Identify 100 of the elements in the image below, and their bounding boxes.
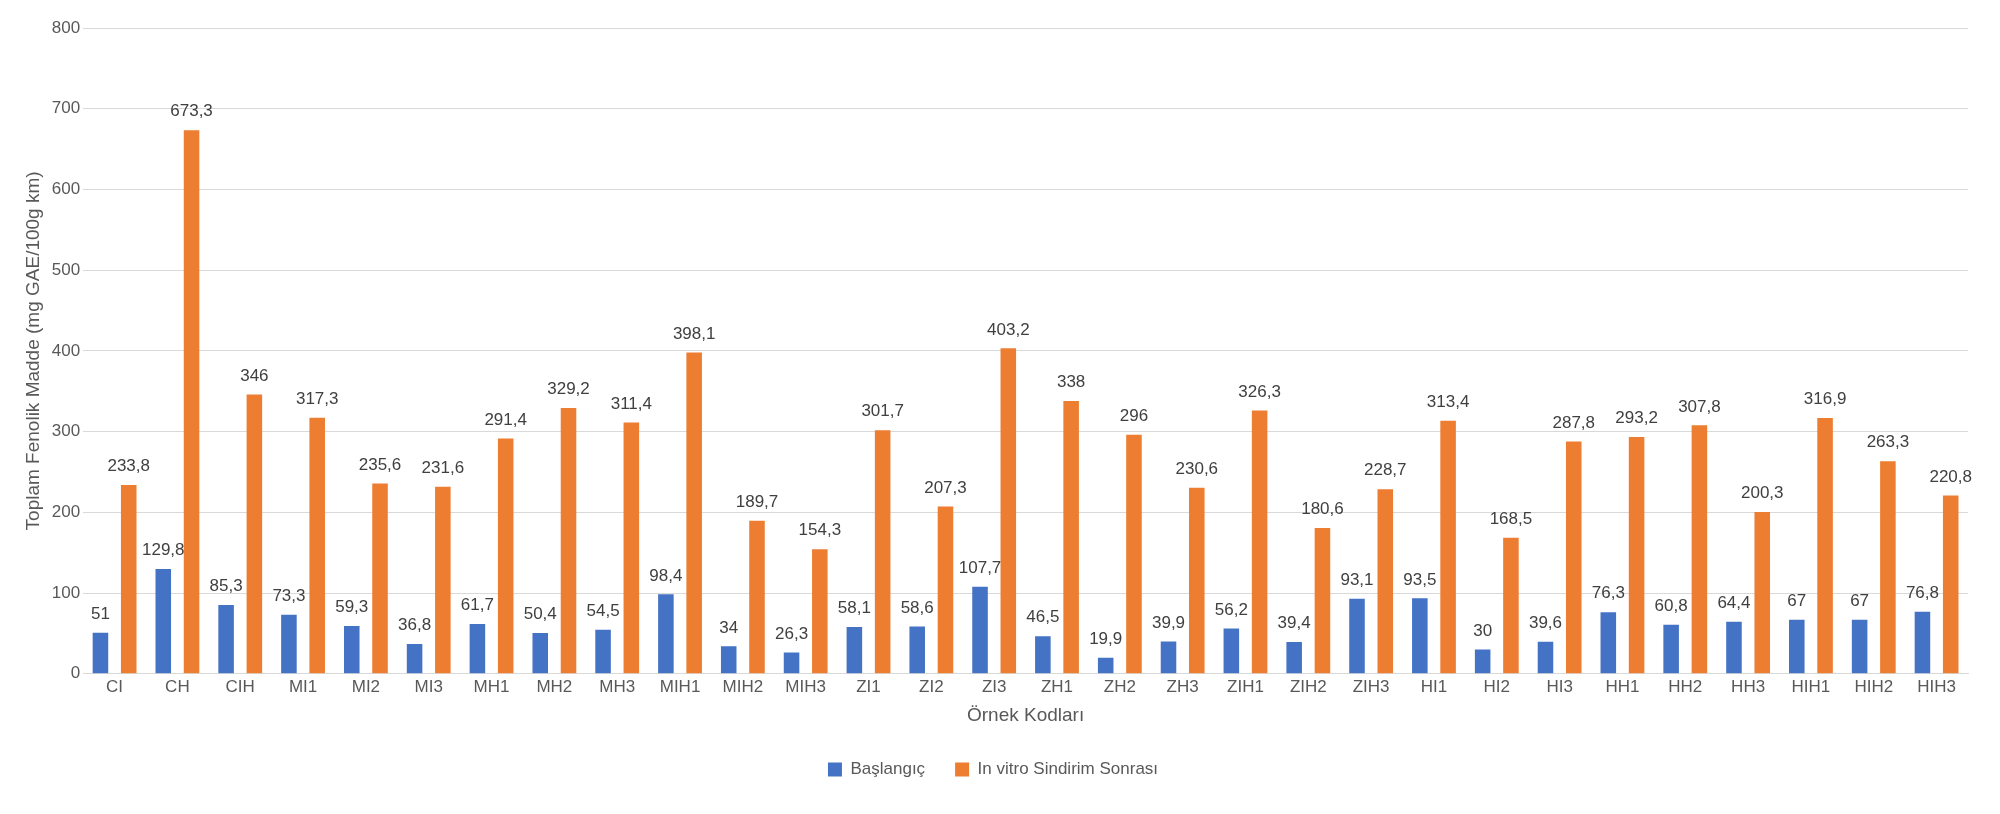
data-label: 51 [90,603,110,623]
bar [246,394,263,674]
data-label: 39,6 [1528,613,1563,633]
data-label: 54,5 [586,600,620,620]
bar [1063,400,1079,674]
bar [720,646,737,674]
bar [846,626,863,674]
bar [1726,621,1742,674]
x-tick-label: ZH1 [1040,676,1074,696]
bar [1817,417,1833,674]
data-label: 154,3 [798,520,842,540]
x-tick-label: ZH2 [1103,676,1136,696]
x-tick-label: MI1 [288,676,318,696]
bar [1035,636,1051,674]
y-tick-label: 300 [51,421,81,441]
y-tick-label: 200 [51,502,81,522]
data-label: 220,8 [1929,466,1972,486]
y-tick-label: 500 [51,259,81,279]
x-tick-label: HH2 [1668,676,1703,696]
bar [1286,641,1302,674]
bar [972,586,988,674]
bar [406,644,423,674]
data-label: 30 [1473,620,1493,640]
x-tick-label: MI2 [351,676,381,696]
data-label: 338 [1056,372,1086,392]
data-label: 93,5 [1403,569,1437,589]
data-label: 403,2 [987,319,1030,339]
data-label: 230,6 [1175,458,1219,478]
bar [469,623,486,674]
bar [343,625,360,674]
x-tick-label: ZI1 [856,676,881,696]
bar [372,483,388,674]
data-label: 263,3 [1866,432,1910,452]
data-label: 180,6 [1301,499,1344,519]
y-tick-label: 100 [51,582,81,602]
data-label: 60,8 [1654,595,1688,615]
bar [1160,641,1177,674]
data-label: 73,3 [272,585,306,605]
x-tick-label: MH2 [536,676,573,696]
legend-label: Başlangıç [850,759,926,779]
data-label: 326,3 [1238,381,1281,401]
bar [1097,657,1114,674]
bar [218,604,234,674]
bar [1628,437,1645,674]
data-label: 291,4 [484,409,527,429]
data-label: 98,4 [649,565,683,585]
bar [92,632,109,674]
y-tick-label: 700 [51,98,81,118]
bar [183,130,200,674]
data-label: 233,8 [107,456,150,476]
bar [120,485,137,674]
data-label: 307,8 [1678,396,1721,416]
data-label: 36,8 [398,615,432,635]
x-tick-label: MIH1 [659,676,701,696]
data-label: 26,3 [775,623,809,643]
y-tick-label: 800 [51,17,81,37]
bar [532,633,549,674]
bar [1600,612,1617,674]
data-label: 228,7 [1364,460,1407,480]
data-label: 129,8 [142,540,185,560]
data-label: 61,7 [460,595,494,615]
data-label: 287,8 [1552,412,1596,432]
data-label: 59,3 [335,597,369,617]
y-axis-title: Toplam Fenolik Madde (mg GAE/100g km) [21,171,43,531]
data-label: 67 [1850,590,1870,610]
bar [1565,441,1582,674]
x-axis-title: Örnek Kodları [966,703,1085,725]
data-label: 39,9 [1151,612,1186,632]
bar [1440,420,1456,674]
x-tick-label: MIH3 [785,676,826,696]
data-label: 200,3 [1740,483,1784,503]
legend-label: In vitro Sindirim Sonrası [977,759,1159,779]
bar [909,626,925,674]
data-label: 34 [719,617,739,637]
x-tick-label: CI [106,676,124,696]
x-tick-label: HH3 [1731,676,1766,696]
bar [1126,434,1142,674]
x-tick-label: ZH3 [1166,676,1199,696]
bar [497,438,514,674]
data-label: 235,6 [358,454,402,474]
bar [1537,641,1554,674]
x-tick-label: HH1 [1605,676,1640,696]
bar [155,569,172,674]
bar [1914,611,1931,674]
bar [1314,528,1331,674]
bar [1349,598,1365,674]
bar [595,629,611,674]
data-label: 76,3 [1591,583,1625,603]
data-label: 317,3 [295,388,339,408]
data-label: 58,6 [900,597,934,617]
data-label: 19,9 [1089,628,1123,648]
bar [783,652,800,674]
data-label: 313,4 [1426,392,1470,411]
data-label: 301,7 [861,401,904,421]
bar [1251,410,1268,674]
data-label: 293,2 [1615,408,1658,428]
bar [937,506,954,674]
bar [1189,487,1205,674]
bar [749,520,765,674]
data-label: 64,4 [1717,593,1751,612]
